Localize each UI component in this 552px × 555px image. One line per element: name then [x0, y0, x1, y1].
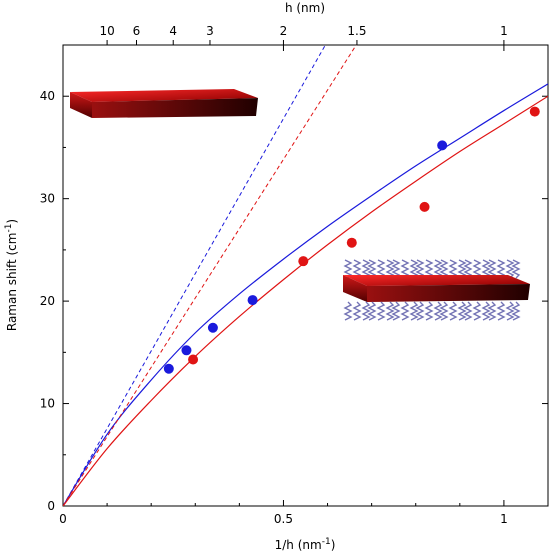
- red-data-point: [419, 201, 430, 212]
- top-tick-label: 10: [99, 24, 114, 38]
- bare-slab-inset: [70, 89, 258, 118]
- y-tick-label: 40: [40, 89, 55, 103]
- top-tick-label: 3: [206, 24, 214, 38]
- blue-dashed-line: [63, 45, 326, 506]
- ligand-chain: [367, 301, 377, 321]
- ligand-chain: [391, 301, 401, 321]
- red-data-point: [529, 106, 540, 117]
- ligand-chain: [409, 301, 419, 321]
- x-tick-label: 0: [59, 512, 67, 526]
- ligand-chain: [433, 301, 443, 321]
- blue-data-point: [181, 345, 192, 356]
- x-tick-label: 1: [500, 512, 508, 526]
- blue-fit-curve: [63, 83, 548, 506]
- fit-lines: [63, 45, 548, 506]
- y-tick-label: 10: [40, 397, 55, 411]
- ligand-chain: [481, 301, 491, 321]
- ligand-chain: [511, 301, 521, 321]
- data-points: [163, 106, 540, 374]
- ligand-chain: [343, 301, 353, 321]
- ligand-chain: [505, 301, 515, 321]
- top-tick-label: 1: [500, 24, 508, 38]
- ligand-chain: [472, 301, 482, 321]
- ligand-chain: [511, 259, 521, 279]
- ligand-chain: [415, 301, 425, 321]
- ligand-chain: [376, 301, 386, 321]
- red-dashed-line: [63, 45, 357, 506]
- red-data-point: [298, 256, 309, 267]
- red-data-point: [188, 354, 199, 365]
- top-tick-label: 1.5: [347, 24, 366, 38]
- y-tick-label: 20: [40, 294, 55, 308]
- blue-data-point: [207, 322, 218, 333]
- blue-data-point: [163, 363, 174, 374]
- ligand-chain: [463, 301, 473, 321]
- ligand-chain: [361, 301, 371, 321]
- blue-data-point: [247, 295, 258, 306]
- y-tick-label: 30: [40, 192, 55, 206]
- ligand-slab-inset: [343, 259, 530, 321]
- red-fit-curve: [63, 95, 548, 506]
- ligand-chain: [439, 301, 449, 321]
- ligand-chain: [424, 301, 434, 321]
- ligand-chain: [505, 259, 515, 279]
- top-axis-title: h (nm): [285, 1, 325, 15]
- ligand-chain: [385, 301, 395, 321]
- top-tick-label: 6: [133, 24, 141, 38]
- ligand-chains-bottom: [343, 301, 521, 321]
- y-axis-title: Raman shift (cm-1): [4, 219, 19, 331]
- ligand-chain: [352, 301, 362, 321]
- ligand-chain: [487, 301, 497, 321]
- blue-data-point: [437, 140, 448, 151]
- ligand-chain: [448, 301, 458, 321]
- top-tick-label: 2: [280, 24, 288, 38]
- y-tick-label: 0: [47, 499, 55, 513]
- red-data-point: [346, 237, 357, 248]
- ligand-chain: [457, 301, 467, 321]
- x-axis-title: 1/h (nm-1): [275, 537, 336, 552]
- top-tick-label: 4: [169, 24, 177, 38]
- ligand-chain: [496, 301, 506, 321]
- plot-frame: [62, 44, 549, 507]
- x-tick-label: 0.5: [274, 512, 293, 526]
- ligand-chain: [400, 301, 410, 321]
